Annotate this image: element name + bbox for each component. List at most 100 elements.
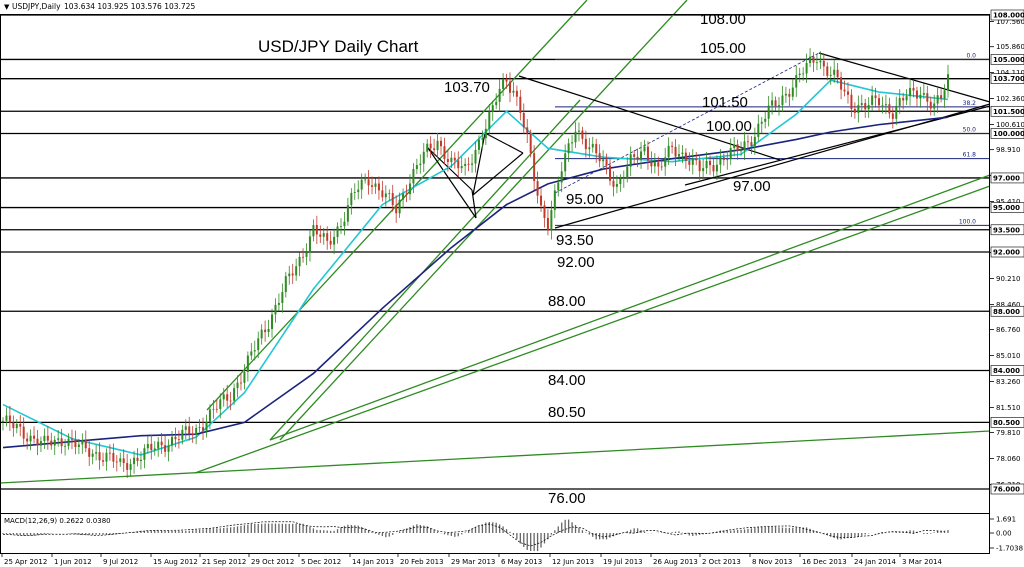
candle-body bbox=[357, 189, 360, 193]
candle-body bbox=[226, 394, 229, 401]
candle-body bbox=[674, 146, 677, 157]
candle-body bbox=[684, 152, 687, 161]
candle-body bbox=[705, 160, 708, 169]
candle-body bbox=[664, 157, 667, 167]
candle-body bbox=[736, 144, 739, 152]
candle-body bbox=[333, 236, 336, 245]
candle-body bbox=[277, 303, 280, 305]
price-level-box bbox=[990, 417, 1024, 428]
candle-body bbox=[688, 160, 691, 165]
candle-body bbox=[246, 355, 249, 372]
ohlc-readout: 103.634 103.925 103.576 103.725 bbox=[64, 2, 196, 11]
candle-body bbox=[305, 252, 308, 257]
level-label: 88.00 bbox=[548, 293, 586, 310]
candle-body bbox=[884, 104, 887, 106]
green-trendline bbox=[194, 185, 991, 474]
candle-body bbox=[46, 435, 49, 441]
price-level-box bbox=[990, 172, 1024, 184]
candle-body bbox=[588, 147, 591, 150]
candle-body bbox=[336, 226, 339, 237]
price-level-box bbox=[990, 128, 1024, 139]
candle-body bbox=[781, 95, 784, 106]
candle-body bbox=[39, 441, 42, 446]
candle-body bbox=[629, 154, 632, 167]
candle-body bbox=[77, 444, 80, 447]
macd-label: MACD(12,26,9) 0.2622 0.0380 bbox=[4, 517, 111, 525]
candle-body bbox=[898, 98, 901, 106]
candle-body bbox=[84, 439, 87, 449]
candle-body bbox=[933, 103, 936, 109]
candle-body bbox=[253, 350, 256, 352]
symbol-dropdown-icon[interactable]: ▼ bbox=[4, 3, 10, 11]
candle-body bbox=[453, 157, 456, 161]
price-level-label: 108.000 bbox=[993, 12, 1024, 20]
candle-body bbox=[67, 438, 70, 446]
candle-body bbox=[119, 458, 122, 462]
candle-body bbox=[902, 98, 905, 101]
x-tick-label: 21 Sep 2012 bbox=[202, 558, 246, 566]
candle-body bbox=[467, 163, 470, 165]
candle-body bbox=[271, 314, 274, 330]
candle-body bbox=[874, 95, 877, 99]
candle-body bbox=[878, 98, 881, 106]
candle-body bbox=[288, 273, 291, 277]
candle-body bbox=[626, 166, 629, 179]
candle-body bbox=[812, 56, 815, 63]
price-level-box bbox=[990, 54, 1024, 65]
candle-body bbox=[667, 145, 670, 158]
candle-body bbox=[229, 400, 232, 402]
candle-body bbox=[26, 438, 29, 442]
candle-body bbox=[533, 153, 536, 182]
level-label: 97.00 bbox=[733, 178, 771, 195]
candle-body bbox=[74, 439, 77, 447]
candle-body bbox=[108, 452, 111, 454]
candle-body bbox=[557, 182, 560, 191]
candle-body bbox=[888, 104, 891, 114]
candle-body bbox=[540, 195, 543, 206]
moving-average-line bbox=[2, 79, 949, 456]
price-level-label: 93.500 bbox=[993, 226, 1020, 234]
candle-body bbox=[702, 168, 705, 172]
candle-body bbox=[236, 382, 239, 389]
candle-body bbox=[760, 121, 763, 124]
candle-body bbox=[605, 159, 608, 166]
candle-body bbox=[298, 256, 301, 267]
candle-body bbox=[391, 193, 394, 206]
candle-body bbox=[567, 143, 570, 154]
black-trendline bbox=[472, 152, 524, 196]
candle-body bbox=[443, 146, 446, 160]
black-trendline bbox=[427, 147, 473, 191]
price-level-box bbox=[990, 305, 1024, 317]
candle-body bbox=[350, 192, 353, 206]
candle-body bbox=[102, 460, 105, 462]
candle-body bbox=[577, 130, 580, 132]
candle-body bbox=[243, 371, 246, 383]
candle-body bbox=[374, 183, 377, 187]
candle-body bbox=[826, 66, 829, 76]
candle-body bbox=[205, 421, 208, 431]
candle-body bbox=[522, 112, 525, 128]
candle-body bbox=[91, 453, 94, 457]
x-tick-label: 1 Jun 2012 bbox=[54, 558, 92, 566]
candle-body bbox=[233, 388, 236, 401]
candle-body bbox=[657, 162, 660, 167]
candle-body bbox=[543, 205, 546, 218]
candle-body bbox=[322, 233, 325, 237]
candle-body bbox=[29, 435, 32, 442]
candle-body bbox=[160, 441, 163, 446]
x-tick-label: 25 Apr 2012 bbox=[4, 558, 47, 566]
candle-body bbox=[640, 151, 643, 160]
candle-body bbox=[436, 140, 439, 151]
candle-body bbox=[215, 408, 218, 410]
candle-body bbox=[115, 461, 118, 463]
candle-body bbox=[450, 157, 453, 163]
price-level-box bbox=[990, 9, 1024, 21]
candle-body bbox=[840, 77, 843, 90]
green-trendline bbox=[279, 0, 688, 441]
candle-body bbox=[164, 445, 167, 452]
candle-body bbox=[464, 163, 467, 166]
candle-body bbox=[753, 136, 756, 146]
candle-body bbox=[257, 338, 260, 351]
candle-body bbox=[50, 440, 53, 446]
candle-body bbox=[484, 128, 487, 139]
